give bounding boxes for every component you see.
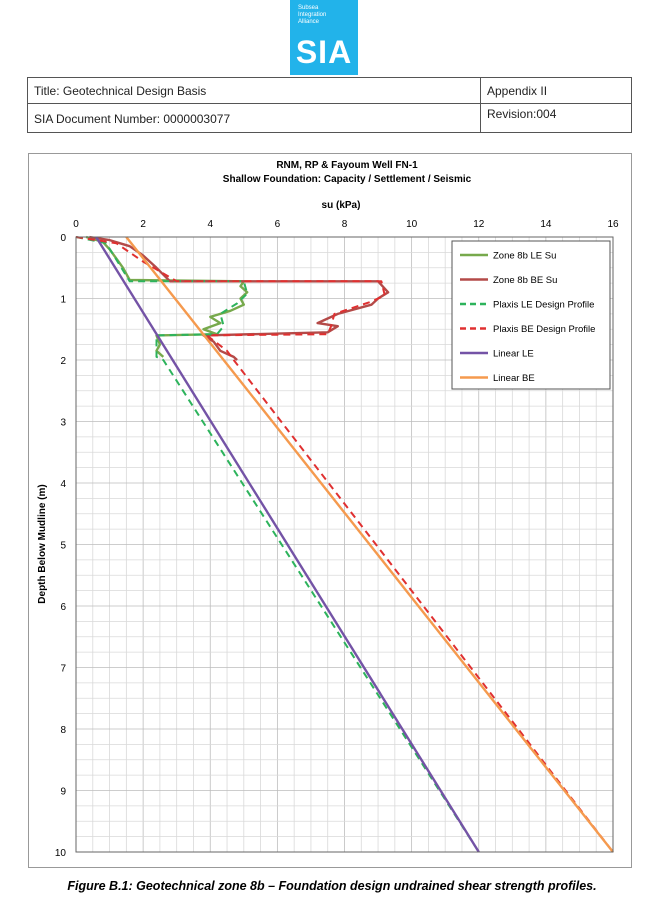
y-tick-label: 1 [60,295,66,306]
logo-line-1: Subsea [298,5,319,11]
y-tick-label: 7 [60,664,66,675]
header-appendix: Appendix II [487,84,548,98]
y-axis-label: Depth Below Mudline (m) [37,484,48,603]
plot-area-border [75,236,614,853]
logo-line-2: Integration [298,12,327,18]
y-tick-label: 10 [55,848,67,859]
y-tick-label: 3 [60,418,66,429]
x-tick-label: 4 [207,219,213,230]
legend-box [451,240,611,390]
series-line-3 [75,236,480,853]
header-title: Title: Geotechnical Design Basis [34,84,207,98]
header-revision: Revision:004 [487,107,557,121]
series-line-5 [95,236,480,853]
figure-caption: Figure B.1: Geotechnical zone 8b – Found… [67,879,597,893]
y-tick-label: 6 [60,602,66,613]
y-tick-label: 0 [60,233,66,244]
shear-strength-chart: RNM, RP & Fayoum Well FN-1 Shallow Found… [37,160,619,859]
legend-label-4: Plaxis BE Design Profile [493,324,595,335]
sia-logo: Subsea Integration Alliance SIA [290,0,358,75]
series-line-6 [125,236,614,853]
legend-label-1: Zone 8b LE Su [493,251,556,262]
x-tick-label: 14 [540,219,552,230]
x-tick-label: 12 [473,219,485,230]
x-tick-label: 8 [342,219,348,230]
y-tick-label: 2 [60,356,66,367]
series-line-2 [89,235,390,361]
x-tick-label: 6 [275,219,281,230]
legend-label-6: Linear BE [493,373,535,384]
legend-label-5: Linear LE [493,349,534,360]
data-series [75,235,614,853]
x-axis-label: su (kPa) [322,200,361,211]
legend-label-2: Zone 8b BE Su [493,275,557,286]
logo-small-text: Subsea Integration Alliance [298,5,326,26]
x-tick-label: 2 [140,219,146,230]
header-row-1 [28,78,631,104]
chart-frame: RNM, RP & Fayoum Well FN-1 Shallow Found… [28,153,632,868]
x-tick-label: 10 [406,219,418,230]
chart-title: RNM, RP & Fayoum Well FN-1 [276,160,418,171]
x-tick-label: 0 [73,219,79,230]
y-tick-label: 4 [60,479,66,490]
chart-legend: Zone 8b LE Su Zone 8b BE Su Plaxis LE Desi… [451,240,611,390]
logo-wordmark: SIA [295,34,353,70]
header-divider [480,78,481,132]
y-tick-label: 8 [60,725,66,736]
x-tick-label: 16 [607,219,619,230]
series-line-4 [75,236,614,853]
y-tick-label: 9 [60,787,66,798]
header-doc-number: SIA Document Number: 0000003077 [34,112,231,126]
series-line-1 [85,235,249,358]
chart-subtitle: Shallow Foundation: Capacity / Settlemen… [223,174,472,185]
legend-label-3: Plaxis LE Design Profile [493,300,594,311]
document-header-table: Title: Geotechnical Design Basis Appendi… [27,77,632,133]
y-tick-label: 5 [60,541,66,552]
logo-line-3: Alliance [298,19,320,25]
